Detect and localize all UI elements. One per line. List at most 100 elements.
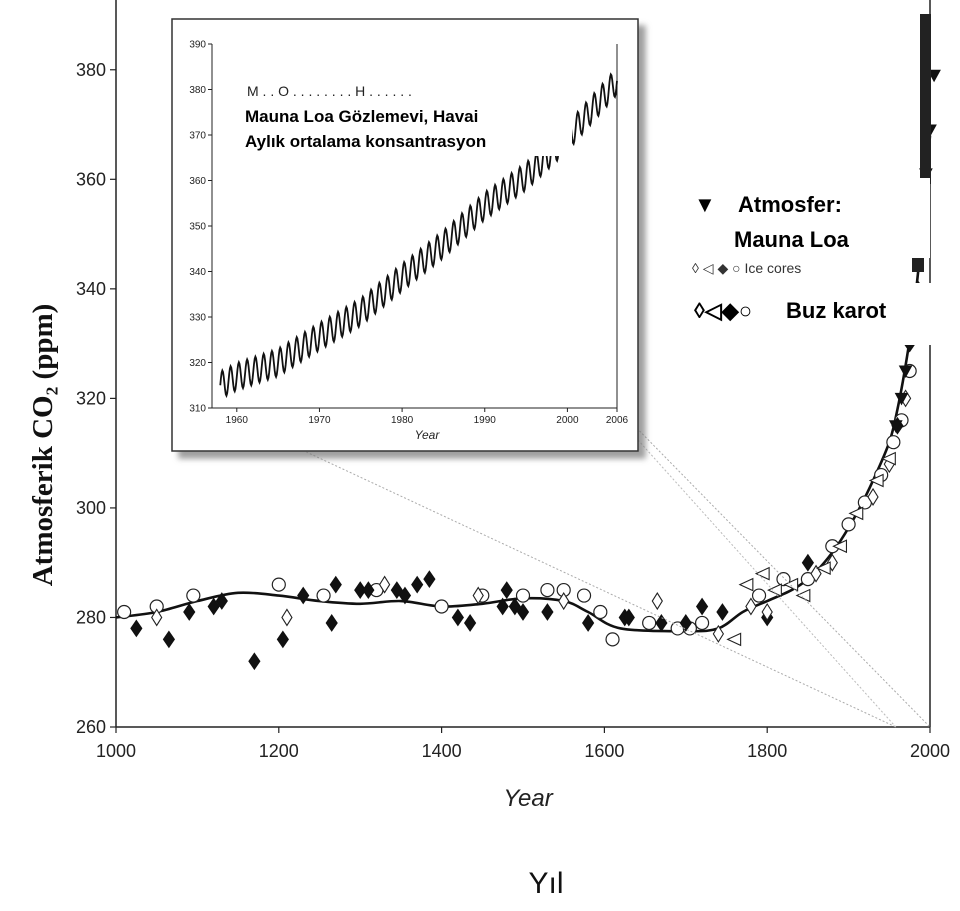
inset-y-tick-label: 340 [189,267,206,278]
x-tick-label: 1400 [422,741,462,761]
x-tick-label: 1800 [747,741,787,761]
data-point-filled-triangle-down [888,420,903,433]
data-point-filled-diamond [130,619,143,638]
data-point-filled-diamond [354,581,367,599]
data-point-open-circle [593,604,608,620]
data-point-filled-diamond [162,630,176,649]
data-point-filled-diamond [215,592,228,610]
legend-ice-symbols: ◊◁◆○ [694,298,752,323]
data-point-open-diamond [810,564,822,583]
main-x-axis-label: Year [503,785,553,812]
data-point-open-diamond [712,624,725,643]
data-point-open-triangle-left [795,588,811,603]
inset-y-tick-label: 390 [189,40,206,51]
data-point-filled-diamond [411,575,424,594]
data-point-open-circle [186,588,201,603]
inset-y-tick-label: 310 [189,404,206,415]
connector-line [616,407,931,728]
legend-ice-label: Buz karot [786,298,887,323]
data-point-filled-diamond [248,652,261,671]
inset-subtitle: Aylık ortalama konsantrasyon [245,132,486,151]
inset-x-tick-label: 1970 [308,415,331,426]
connector-line [211,407,897,728]
data-point-open-circle [776,572,791,587]
data-point-open-circle [841,517,856,532]
data-point-open-circle [316,588,331,603]
data-point-open-circle [576,588,592,603]
data-point-filled-diamond [207,597,220,616]
data-point-open-triangle-left [738,577,754,592]
data-point-open-circle [434,599,449,614]
data-point-filled-diamond [362,581,375,599]
y-tick-label: 360 [76,169,106,189]
data-point-open-circle [642,615,657,631]
legend-atmosphere-label: Atmosfer: [738,192,842,217]
data-point-filled-diamond [582,614,595,632]
inset-y-tick-label: 330 [189,313,206,324]
inset-x-tick-label: 1980 [391,415,414,426]
data-point-filled-diamond [423,570,436,589]
inset-x-axis-label: Year [415,428,441,442]
inset-x-tick-label: 1960 [226,415,249,426]
data-point-filled-triangle-down [927,69,941,83]
data-point-open-triangle-left [880,451,896,466]
inset-y-tick-label: 380 [189,85,206,96]
inset-y-tick-label: 350 [189,222,206,233]
y-tick-label: 380 [76,60,106,80]
data-point-filled-diamond [398,586,412,605]
inset-chart: 1960 1970 1980 1990 2000 2006 310 320 330 340 350 3… [171,18,639,452]
data-point-filled-diamond [541,603,554,621]
data-point-filled-diamond [390,581,403,599]
data-point-open-diamond [378,575,391,594]
data-point-filled-diamond [329,575,342,594]
legend-ice-original: ◊ ◁ ◆ ○ Ice cores [692,260,801,276]
y-tick-label: 280 [76,607,106,627]
data-point-open-diamond [281,608,293,627]
inset-x-tick-label: 1990 [474,415,497,426]
right-edge-dark-band-lower [912,256,924,272]
inset-title-backdrop [242,100,572,156]
data-point-filled-diamond [325,614,338,632]
data-point-open-circle [271,577,286,592]
right-edge-dark-band [920,14,931,184]
data-point-open-diamond [867,487,879,507]
data-point-open-triangle-left [767,583,782,597]
legend-overlay-bottom [688,283,932,345]
data-point-filled-triangle-down [894,392,909,406]
data-point-open-circle [117,604,132,620]
data-point-open-diamond [651,591,663,611]
inset-title: Mauna Loa Gözlemevi, Havai [245,107,478,126]
data-point-filled-diamond [500,581,513,599]
data-point-filled-diamond [655,614,668,632]
data-point-open-triangle-left [848,506,864,521]
y-tick-label: 340 [76,279,106,299]
inset-connector-lines [211,407,931,728]
data-point-open-diamond [745,597,757,616]
data-point-filled-diamond [695,597,709,616]
data-point-filled-diamond [451,608,464,627]
data-point-filled-diamond [463,614,477,632]
data-point-open-circle [694,615,710,631]
data-point-open-circle [751,588,767,603]
data-point-open-circle [886,435,901,450]
legend-overlay-top [690,178,930,258]
x-tick-label: 1000 [96,741,136,761]
inset-x-tick-label: 2006 [606,415,629,426]
data-point-open-triangle-left [815,561,831,576]
data-point-open-triangle-left [754,566,770,581]
y-tick-label: 260 [76,717,106,737]
connector-line [637,439,897,728]
x-tick-label: 1200 [259,741,299,761]
data-point-filled-diamond [516,603,530,621]
inset-axis-ticks: 1960 1970 1980 1990 2000 2006 310 320 330 340 350 3… [189,40,628,427]
data-point-filled-diamond [276,630,289,649]
data-point-open-circle [605,632,620,647]
data-point-open-diamond [761,602,773,622]
legend-atmosphere-label-line2: Mauna Loa [734,227,850,252]
data-point-filled-diamond [297,586,310,605]
data-point-filled-diamond [183,603,196,621]
data-point-open-triangle-left [783,577,799,592]
translated-x-axis-label: Yıl [528,867,563,900]
data-point-filled-diamond [801,553,815,572]
